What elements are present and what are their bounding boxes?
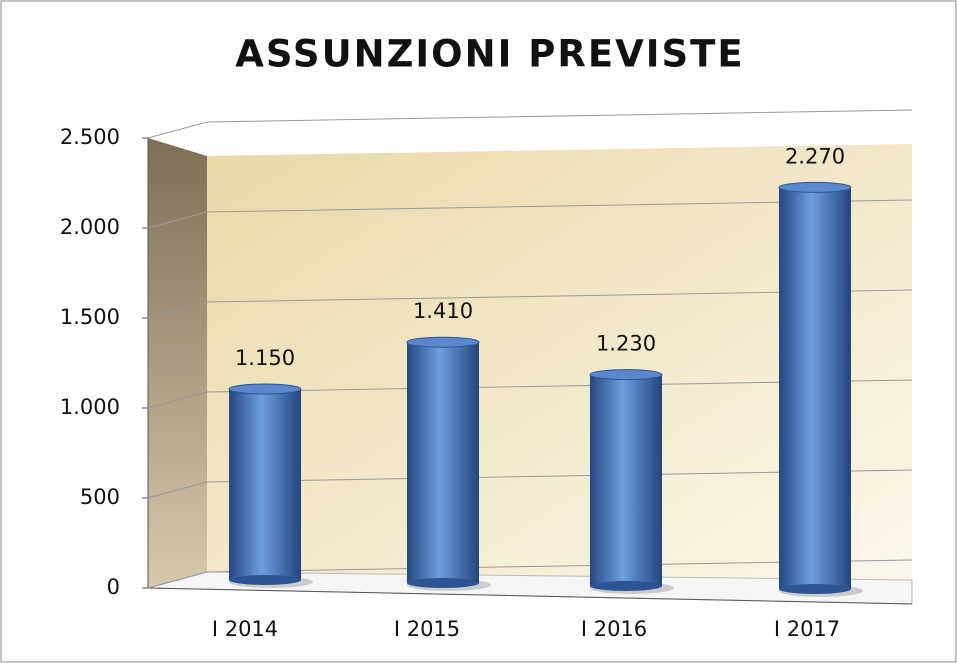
bar-top: [589, 369, 663, 381]
value-label: 1.410: [413, 299, 473, 323]
bar-bottom: [407, 578, 479, 588]
x-tick-label: I 2015: [394, 617, 460, 641]
y-tick-label: 2.500: [60, 125, 120, 149]
bar-bottom: [779, 584, 851, 594]
bar-top: [406, 336, 480, 348]
bar: [779, 187, 851, 589]
grid-line: [147, 199, 913, 229]
y-tick-label: 500: [80, 485, 120, 509]
bar-top: [778, 181, 852, 193]
x-tick-label: I 2016: [581, 617, 647, 641]
value-label: 2.270: [785, 144, 845, 168]
value-label: 1.230: [596, 332, 656, 356]
bar: [407, 342, 479, 583]
grid-line: [147, 469, 913, 499]
bar-bottom: [229, 575, 301, 585]
grid-line: [147, 379, 913, 409]
y-tick-label: 1.500: [60, 305, 120, 329]
back-wall: [207, 144, 912, 580]
bar-top: [228, 383, 302, 395]
y-tick-label: 2.000: [60, 215, 120, 239]
bar: [590, 374, 662, 586]
chart-title: ASSUNZIONI PREVISTE: [235, 33, 744, 76]
y-tick-label: 0: [107, 575, 120, 599]
x-tick-label: I 2017: [774, 617, 840, 641]
grid-line: [147, 289, 913, 319]
bar-bottom: [590, 581, 662, 591]
grid-line: [147, 559, 913, 589]
side-wall: [148, 138, 207, 588]
y-tick-label: 1.000: [60, 395, 120, 419]
grid-line: [147, 109, 913, 139]
value-label: 1.150: [235, 346, 295, 370]
x-axis: [147, 587, 913, 605]
bar: [229, 389, 301, 580]
x-tick-label: I 2014: [212, 617, 278, 641]
